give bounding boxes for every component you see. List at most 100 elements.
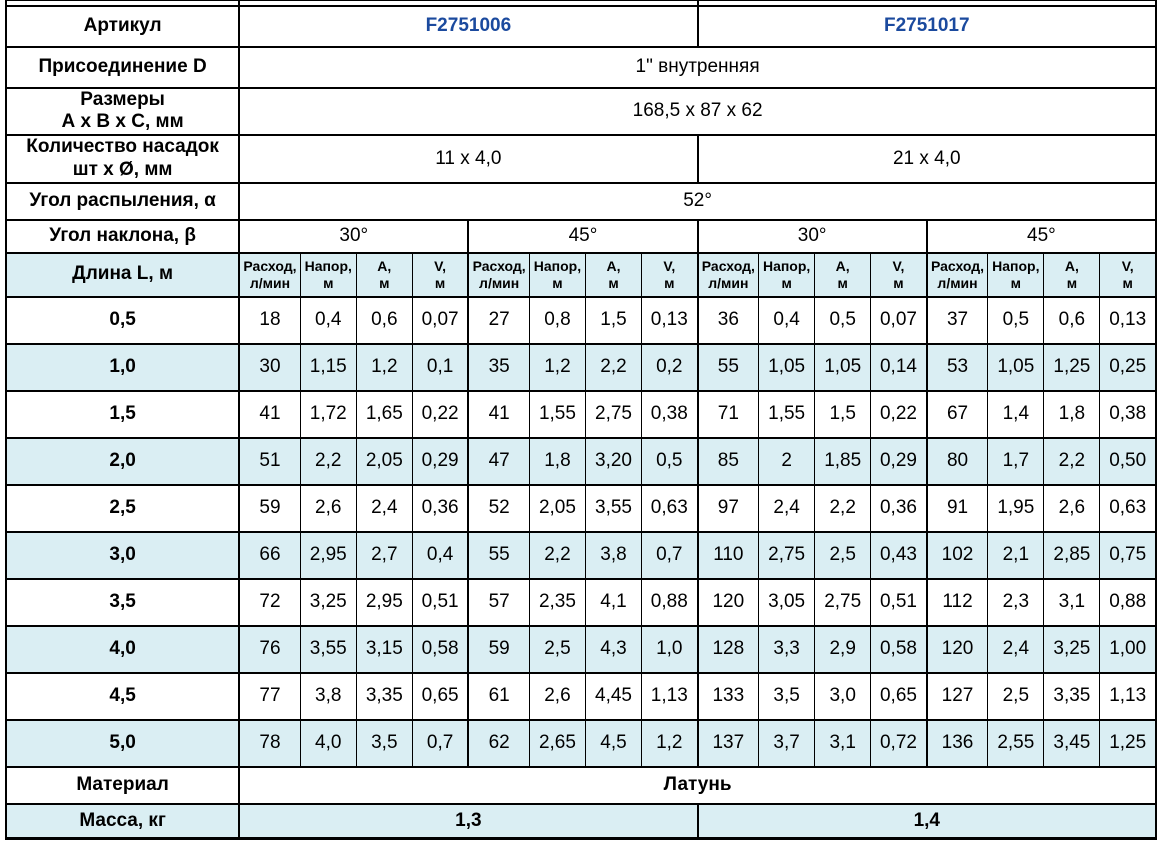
data-cell: 76 xyxy=(238,624,301,674)
data-cell: 4,1 xyxy=(584,577,643,627)
nozzles-row: Количество насадок шт х Ø, мм 11 х 4,0 2… xyxy=(5,133,1157,184)
data-cell: 3,05 xyxy=(758,577,816,627)
measure-col-header: Расход, л/мин xyxy=(467,251,530,298)
dimensions-label-line2: А х В х С, мм xyxy=(61,111,184,132)
data-cell: 66 xyxy=(238,530,301,580)
data-cell: 97 xyxy=(696,483,760,533)
data-cell: 3,15 xyxy=(355,624,413,674)
data-cell: 0,36 xyxy=(870,483,928,533)
tilt-angle-value: 30° xyxy=(696,218,928,254)
articul-value-1: F2751006 xyxy=(238,4,699,48)
length-value: 0,5 xyxy=(5,295,241,345)
data-cell: 80 xyxy=(925,436,989,486)
data-cell: 2,1 xyxy=(987,530,1045,580)
data-cell: 4,45 xyxy=(584,671,643,721)
data-cell: 3,35 xyxy=(1043,671,1101,721)
data-cell: 0,88 xyxy=(641,577,699,627)
data-cell: 3,1 xyxy=(814,718,872,768)
data-cell: 3,5 xyxy=(758,671,816,721)
data-cell: 67 xyxy=(925,389,989,439)
data-cell: 120 xyxy=(925,624,989,674)
data-cell: 2,75 xyxy=(758,530,816,580)
spray-angle-value: 52° xyxy=(238,181,1157,221)
data-cell: 0,72 xyxy=(870,718,928,768)
data-cell: 2,6 xyxy=(299,483,357,533)
data-cell: 2,2 xyxy=(299,436,357,486)
nozzles-value-2: 21 х 4,0 xyxy=(696,133,1157,184)
measurement-row: 5,0 78 4,0 3,5 0,7 62 2,65 4,5 1,2 137 3,7 3,1 0,72 1… xyxy=(5,718,1157,768)
data-cell: 71 xyxy=(696,389,760,439)
length-value: 1,5 xyxy=(5,389,241,439)
length-value: 2,5 xyxy=(5,483,241,533)
data-cell: 2,2 xyxy=(528,530,586,580)
nozzles-label: Количество насадок шт х Ø, мм xyxy=(5,133,241,184)
measurement-row: 4,5 77 3,8 3,35 0,65 61 2,6 4,45 1,13 133 3,5 3,0 0,… xyxy=(5,671,1157,721)
data-cell: 2,7 xyxy=(355,530,413,580)
data-cell: 53 xyxy=(925,342,989,392)
data-cell: 30 xyxy=(238,342,301,392)
data-cell: 1,05 xyxy=(758,342,816,392)
data-cell: 1,7 xyxy=(987,436,1045,486)
data-cell: 1,25 xyxy=(1043,342,1101,392)
mass-value-1: 1,3 xyxy=(238,802,699,840)
data-cell: 4,0 xyxy=(299,718,357,768)
data-cell: 2,95 xyxy=(355,577,413,627)
data-cell: 128 xyxy=(696,624,760,674)
data-cell: 41 xyxy=(467,389,530,439)
data-cell: 136 xyxy=(925,718,989,768)
data-cell: 0,25 xyxy=(1099,342,1157,392)
data-cell: 2,95 xyxy=(299,530,357,580)
data-cell: 57 xyxy=(467,577,530,627)
data-cell: 3,45 xyxy=(1043,718,1101,768)
data-cell: 2,9 xyxy=(814,624,872,674)
articul-row: Артикул F2751006 F2751017 xyxy=(5,4,1157,48)
data-cell: 0,50 xyxy=(1099,436,1157,486)
measurement-data-body: 0,5 18 0,4 0,6 0,07 27 0,8 1,5 0,13 36 0,4 0,5 0,07 3… xyxy=(5,295,1157,768)
data-cell: 0,5 xyxy=(987,295,1045,345)
connection-row: Присоединение D 1" внутренняя xyxy=(5,45,1157,89)
data-cell: 1,05 xyxy=(814,342,872,392)
data-cell: 18 xyxy=(238,295,301,345)
data-cell: 41 xyxy=(238,389,301,439)
data-cell: 55 xyxy=(467,530,530,580)
data-cell: 91 xyxy=(925,483,989,533)
data-cell: 52 xyxy=(467,483,530,533)
data-cell: 102 xyxy=(925,530,989,580)
data-cell: 1,13 xyxy=(1099,671,1157,721)
measure-col-header: Напор, м xyxy=(528,251,586,298)
data-cell: 0,36 xyxy=(411,483,469,533)
data-cell: 137 xyxy=(696,718,760,768)
data-cell: 27 xyxy=(467,295,530,345)
nozzles-value-1: 11 х 4,0 xyxy=(238,133,699,184)
measure-col-header: А, м xyxy=(584,251,643,298)
data-cell: 2 xyxy=(758,436,816,486)
data-cell: 2,35 xyxy=(528,577,586,627)
data-cell: 0,5 xyxy=(814,295,872,345)
data-cell: 2,5 xyxy=(814,530,872,580)
data-cell: 3,55 xyxy=(584,483,643,533)
measure-col-header: V, м xyxy=(870,251,928,298)
measure-col-header: Расход, л/мин xyxy=(696,251,760,298)
data-cell: 47 xyxy=(467,436,530,486)
tilt-angle-row: Угол наклона, β 30° 45° 30° 45° xyxy=(5,218,1157,254)
data-cell: 1,5 xyxy=(584,295,643,345)
measure-col-header: V, м xyxy=(411,251,469,298)
data-cell: 2,5 xyxy=(528,624,586,674)
length-value: 4,5 xyxy=(5,671,241,721)
data-cell: 1,2 xyxy=(641,718,699,768)
data-cell: 0,65 xyxy=(411,671,469,721)
data-cell: 1,25 xyxy=(1099,718,1157,768)
data-cell: 1,00 xyxy=(1099,624,1157,674)
measure-col-header: Расход, л/мин xyxy=(238,251,301,298)
data-cell: 0,51 xyxy=(870,577,928,627)
data-cell: 3,25 xyxy=(299,577,357,627)
data-cell: 0,2 xyxy=(641,342,699,392)
nozzles-label-line1: Количество насадок xyxy=(26,136,219,158)
data-cell: 2,75 xyxy=(584,389,643,439)
data-cell: 35 xyxy=(467,342,530,392)
measure-col-header: А, м xyxy=(814,251,872,298)
length-value: 1,0 xyxy=(5,342,241,392)
data-cell: 2,55 xyxy=(987,718,1045,768)
tilt-angle-value: 45° xyxy=(467,218,699,254)
